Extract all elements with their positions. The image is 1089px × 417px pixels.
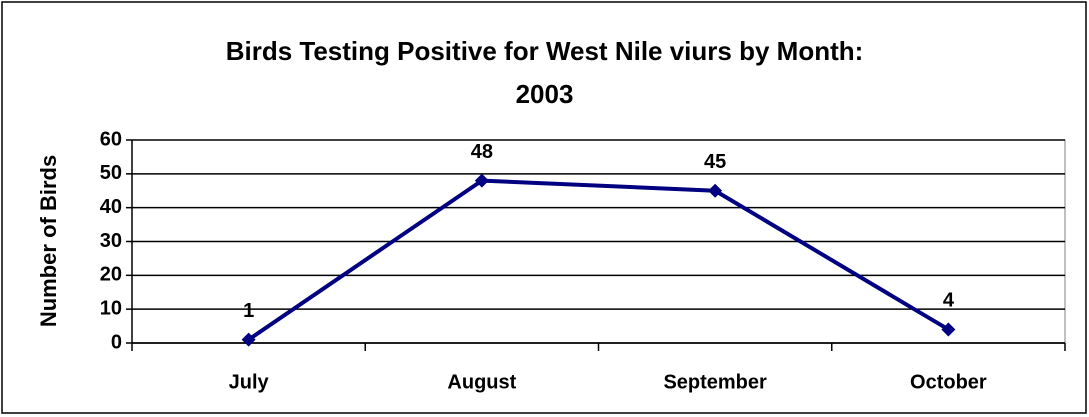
y-tick-label: 20 xyxy=(100,264,122,286)
x-tick-label: September xyxy=(663,371,767,393)
x-tick-label: October xyxy=(910,371,987,393)
y-tick-label: 10 xyxy=(100,297,122,319)
x-tick-label: July xyxy=(229,371,270,393)
data-label: 4 xyxy=(943,290,955,312)
y-tick-label: 30 xyxy=(100,230,122,252)
marker xyxy=(474,173,489,188)
data-label: 1 xyxy=(243,300,254,322)
y-tick-label: 40 xyxy=(100,196,122,218)
y-tick-label: 60 xyxy=(100,128,122,150)
series-line xyxy=(247,178,950,342)
y-axis-label: Number of Birds xyxy=(36,155,61,327)
y-tick-label: 50 xyxy=(100,162,122,184)
x-tick-label: August xyxy=(447,371,516,393)
marker xyxy=(241,332,256,347)
y-tick-label: 0 xyxy=(111,331,122,353)
marker xyxy=(941,322,956,337)
data-label: 45 xyxy=(704,151,726,173)
marker xyxy=(708,183,723,198)
data-label: 48 xyxy=(471,141,493,163)
chart-title: Birds Testing Positive for West Nile viu… xyxy=(225,36,864,109)
